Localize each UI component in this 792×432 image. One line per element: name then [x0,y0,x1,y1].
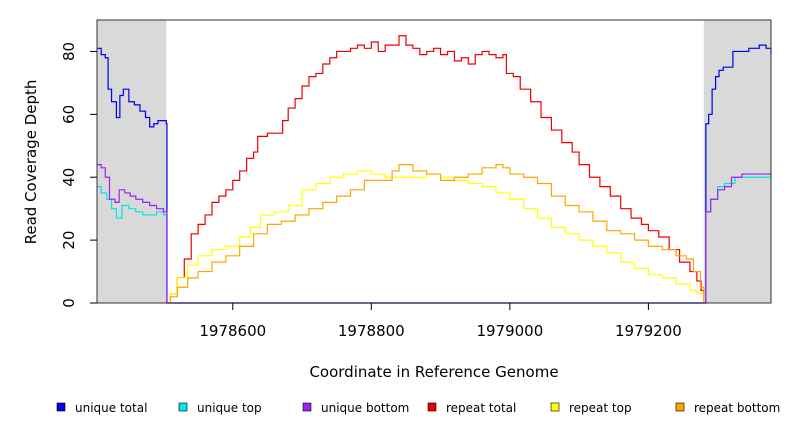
legend-item-unique-total: unique total [56,401,147,415]
x-axis-title: Coordinate in Reference Genome [309,363,558,381]
legend-item-repeat-top: repeat top [550,401,632,415]
legend-label: unique top [197,401,262,415]
legend-swatch [56,402,66,412]
legend-item-repeat-total: repeat total [427,401,516,415]
x-tick-label: 1978800 [338,322,405,340]
legend-item-unique-bottom: unique bottom [302,401,409,415]
plot-area [96,19,772,304]
legend-swatch [178,402,188,412]
legend-label: repeat top [569,401,632,415]
y-tick-label: 0 [60,298,78,308]
series-line-unique-total [97,44,772,304]
series-layer [97,35,772,304]
x-tick-label: 1979000 [476,322,543,340]
y-tick-label: 80 [60,42,78,61]
series-line-unique-top [97,176,771,304]
legend-label: unique bottom [321,401,409,415]
series-line-unique-bottom [97,164,772,304]
shaded-region-1 [703,20,771,303]
legend-swatch [427,402,437,412]
y-tick-label: 20 [60,231,78,250]
legend-item-repeat-bottom: repeat bottom [675,401,780,415]
x-tick-label: 1978600 [199,322,266,340]
legend-label: repeat total [446,401,516,415]
legend-item-unique-top: unique top [178,401,262,415]
shaded-region-0 [97,20,167,303]
legend-swatch [550,402,560,412]
y-tick-label: 60 [60,105,78,124]
legend-label: repeat bottom [694,401,780,415]
y-axis-title: Read Coverage Depth [22,80,40,245]
legend: unique total unique top unique bottom repea… [56,401,780,415]
plot-frame [96,19,772,304]
series-line-repeat-bottom [166,164,705,304]
x-tick-label: 1979200 [615,322,682,340]
legend-swatch [675,402,685,412]
y-tick-label: 40 [60,168,78,187]
x-axis: 1978600 1978800 1979000 1979200 [199,303,682,340]
legend-label: unique total [75,401,147,415]
y-axis: 0 20 40 60 80 [60,42,97,308]
series-line-repeat-total [166,35,705,304]
legend-swatch [302,402,312,412]
